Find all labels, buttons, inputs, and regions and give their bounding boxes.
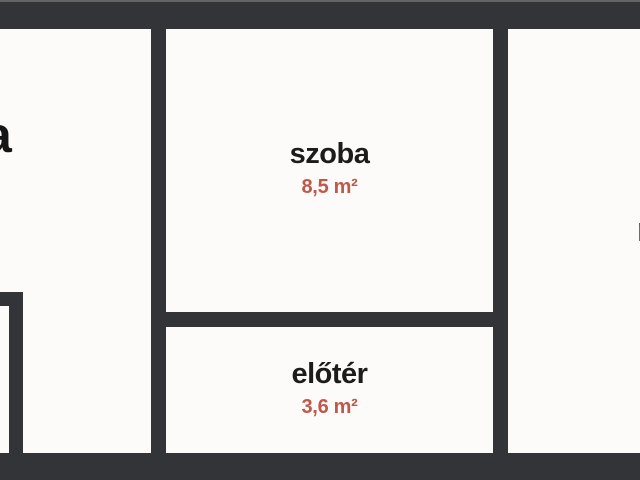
- wall-bottom-exterior: [0, 453, 640, 480]
- wall-top-exterior: [0, 0, 640, 29]
- room-area-value: 8,5 m²: [301, 176, 358, 198]
- room-name: előtér: [291, 358, 368, 390]
- wall-stub-vertical: [9, 292, 23, 453]
- wall-left-room-divider: [151, 29, 166, 453]
- wall-right-room-divider: [493, 29, 508, 453]
- screenshot-edge-line: [0, 0, 640, 2]
- room-label-szoba: szoba 8,5 m²: [166, 138, 493, 198]
- wall-szoba-eloter-divider: [151, 312, 508, 327]
- room-label-eloter: előtér 3,6 m²: [166, 358, 493, 418]
- room-name: szoba: [289, 138, 370, 170]
- room-label-left-partial: a: [0, 110, 12, 160]
- room-area-value: 3,6 m²: [301, 396, 358, 418]
